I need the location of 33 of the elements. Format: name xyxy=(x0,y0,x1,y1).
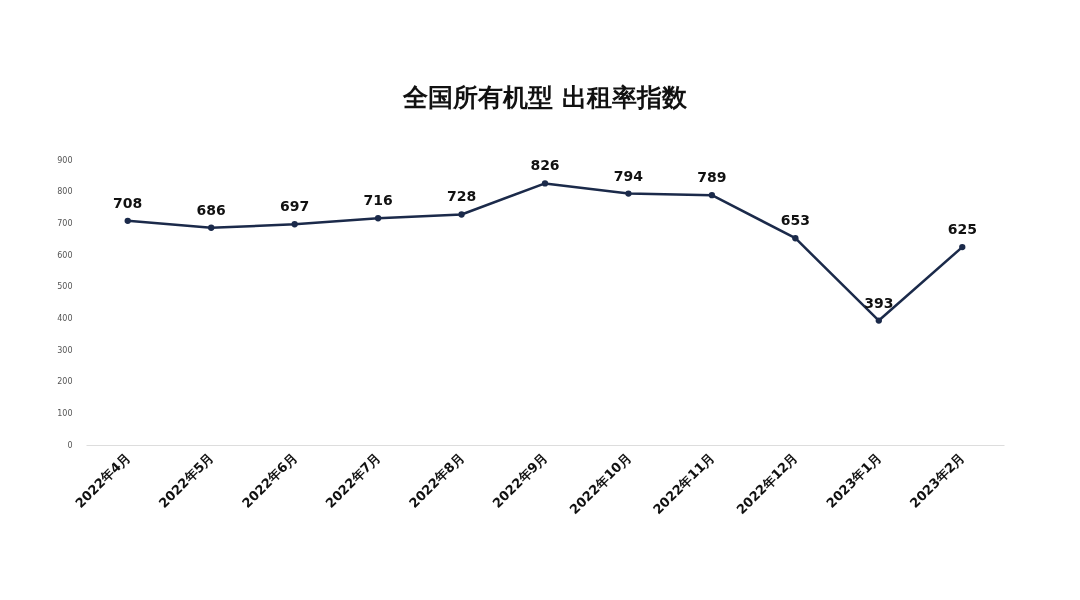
point xyxy=(541,180,549,187)
y-tick-label: 900 xyxy=(57,155,73,165)
y-tick-label: 800 xyxy=(57,187,73,197)
data-label: 789 xyxy=(697,169,727,186)
point xyxy=(208,224,215,231)
data-label: 708 xyxy=(113,194,143,211)
y-tick-label: 500 xyxy=(57,282,73,292)
chart-title: 全国所有机型 出租率指数 xyxy=(402,83,688,112)
data-label: 686 xyxy=(196,201,226,218)
y-tick-label: 0 xyxy=(67,440,73,450)
y-tick-label: 100 xyxy=(57,408,73,418)
point xyxy=(792,235,799,242)
point xyxy=(625,190,632,197)
point xyxy=(708,191,716,199)
y-tick-label: 200 xyxy=(57,377,73,387)
point xyxy=(124,217,131,224)
data-label: 716 xyxy=(363,192,393,209)
y-tick-label: 400 xyxy=(57,313,73,323)
data-label: 697 xyxy=(280,198,310,215)
data-label: 393 xyxy=(864,294,894,311)
y-tick-label: 700 xyxy=(57,218,73,228)
data-label: 826 xyxy=(530,157,560,174)
data-label: 625 xyxy=(947,221,977,238)
data-label: 794 xyxy=(613,167,644,184)
point xyxy=(875,317,882,324)
point xyxy=(959,243,966,251)
point xyxy=(291,221,298,228)
point xyxy=(458,211,465,218)
y-tick-label: 300 xyxy=(57,345,73,355)
data-label: 653 xyxy=(780,212,810,229)
y-tick-label: 600 xyxy=(57,250,73,260)
data-label: 728 xyxy=(446,188,477,205)
point xyxy=(374,215,382,222)
